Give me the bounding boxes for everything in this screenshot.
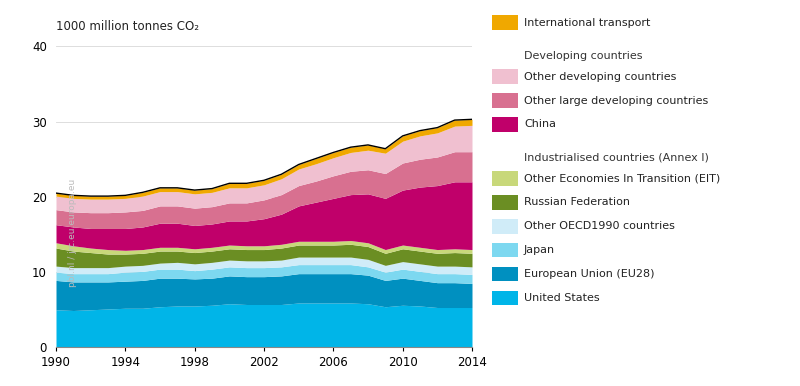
Text: Industrialised countries (Annex I): Industrialised countries (Annex I) <box>524 152 709 163</box>
Text: China: China <box>524 120 556 129</box>
Text: 1000 million tonnes CO₂: 1000 million tonnes CO₂ <box>56 20 199 33</box>
Text: Other OECD1990 countries: Other OECD1990 countries <box>524 221 675 231</box>
Text: Other large developing countries: Other large developing countries <box>524 96 708 105</box>
Text: Other developing countries: Other developing countries <box>524 72 676 81</box>
Text: European Union (EU28): European Union (EU28) <box>524 269 654 279</box>
Text: Developing countries: Developing countries <box>524 51 642 61</box>
Text: Other Economies In Transition (EIT): Other Economies In Transition (EIT) <box>524 173 720 183</box>
Text: International transport: International transport <box>524 18 650 28</box>
Text: Japan: Japan <box>524 245 555 255</box>
Text: United States: United States <box>524 293 600 303</box>
Text: pbl.nl / jrc.eu.europa.eu: pbl.nl / jrc.eu.europa.eu <box>69 179 78 287</box>
Text: Russian Federation: Russian Federation <box>524 197 630 207</box>
